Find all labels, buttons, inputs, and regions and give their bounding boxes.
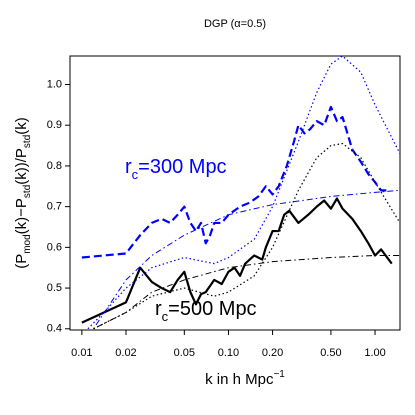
line-series [81, 197, 393, 324]
chart-title: DGP (α=0.5) [204, 18, 266, 30]
annotation-part: =300 Mpc [138, 156, 226, 178]
x-tick-label: 0.10 [218, 347, 239, 359]
x-tick-label: 0.20 [262, 347, 283, 359]
y-tick-label: 0.5 [47, 282, 62, 294]
y-tick-label: 0.6 [47, 241, 62, 253]
annotation: rc=500 Mpc [155, 298, 257, 324]
annotation: rc=300 Mpc [125, 156, 227, 182]
line-series [81, 105, 387, 259]
x-tick-label: 1.00 [364, 347, 385, 359]
line-series [87, 56, 400, 330]
y-axis-label-part: (k)−P [13, 198, 30, 234]
y-axis-label-part: (k))/P [13, 148, 30, 185]
lines [81, 56, 400, 330]
y-tick-label: 0.8 [47, 160, 62, 172]
plot-frame [69, 55, 401, 331]
annotation-part: r [155, 298, 162, 320]
y-axis-label-part: mod [22, 234, 33, 253]
y-axis-label-part: (P [13, 254, 30, 269]
y-tick-label: 0.7 [47, 201, 62, 213]
line-series [93, 142, 400, 330]
annotation-part: c [132, 167, 139, 182]
y-tick-label: 1.0 [47, 78, 62, 90]
x-axis-label: k in h Mpc−1 [205, 369, 285, 388]
x-tick-label: 0.50 [320, 347, 341, 359]
annotation-part: =500 Mpc [168, 298, 256, 320]
x-tick-label: 0.05 [174, 347, 195, 359]
annotation-part: c [162, 309, 169, 324]
y-axis-label: (Pmod(k)−Pstd(k))/Pstd(k) [13, 117, 33, 269]
line-series [93, 189, 400, 330]
line-series [93, 254, 400, 330]
x-axis-label-part: k in h Mpc [205, 371, 274, 388]
y-axis-label-part: std [22, 135, 33, 148]
x-tick-label: 0.02 [115, 347, 136, 359]
x-tick-label: 0.01 [71, 347, 92, 359]
annotation-part: r [125, 156, 132, 178]
x-axis-label-part: −1 [273, 369, 285, 380]
y-axis-label-part: (k) [13, 117, 30, 135]
y-tick-label: 0.4 [47, 323, 62, 335]
y-tick-label: 0.9 [47, 119, 62, 131]
y-axis-label-part: std [22, 185, 33, 198]
